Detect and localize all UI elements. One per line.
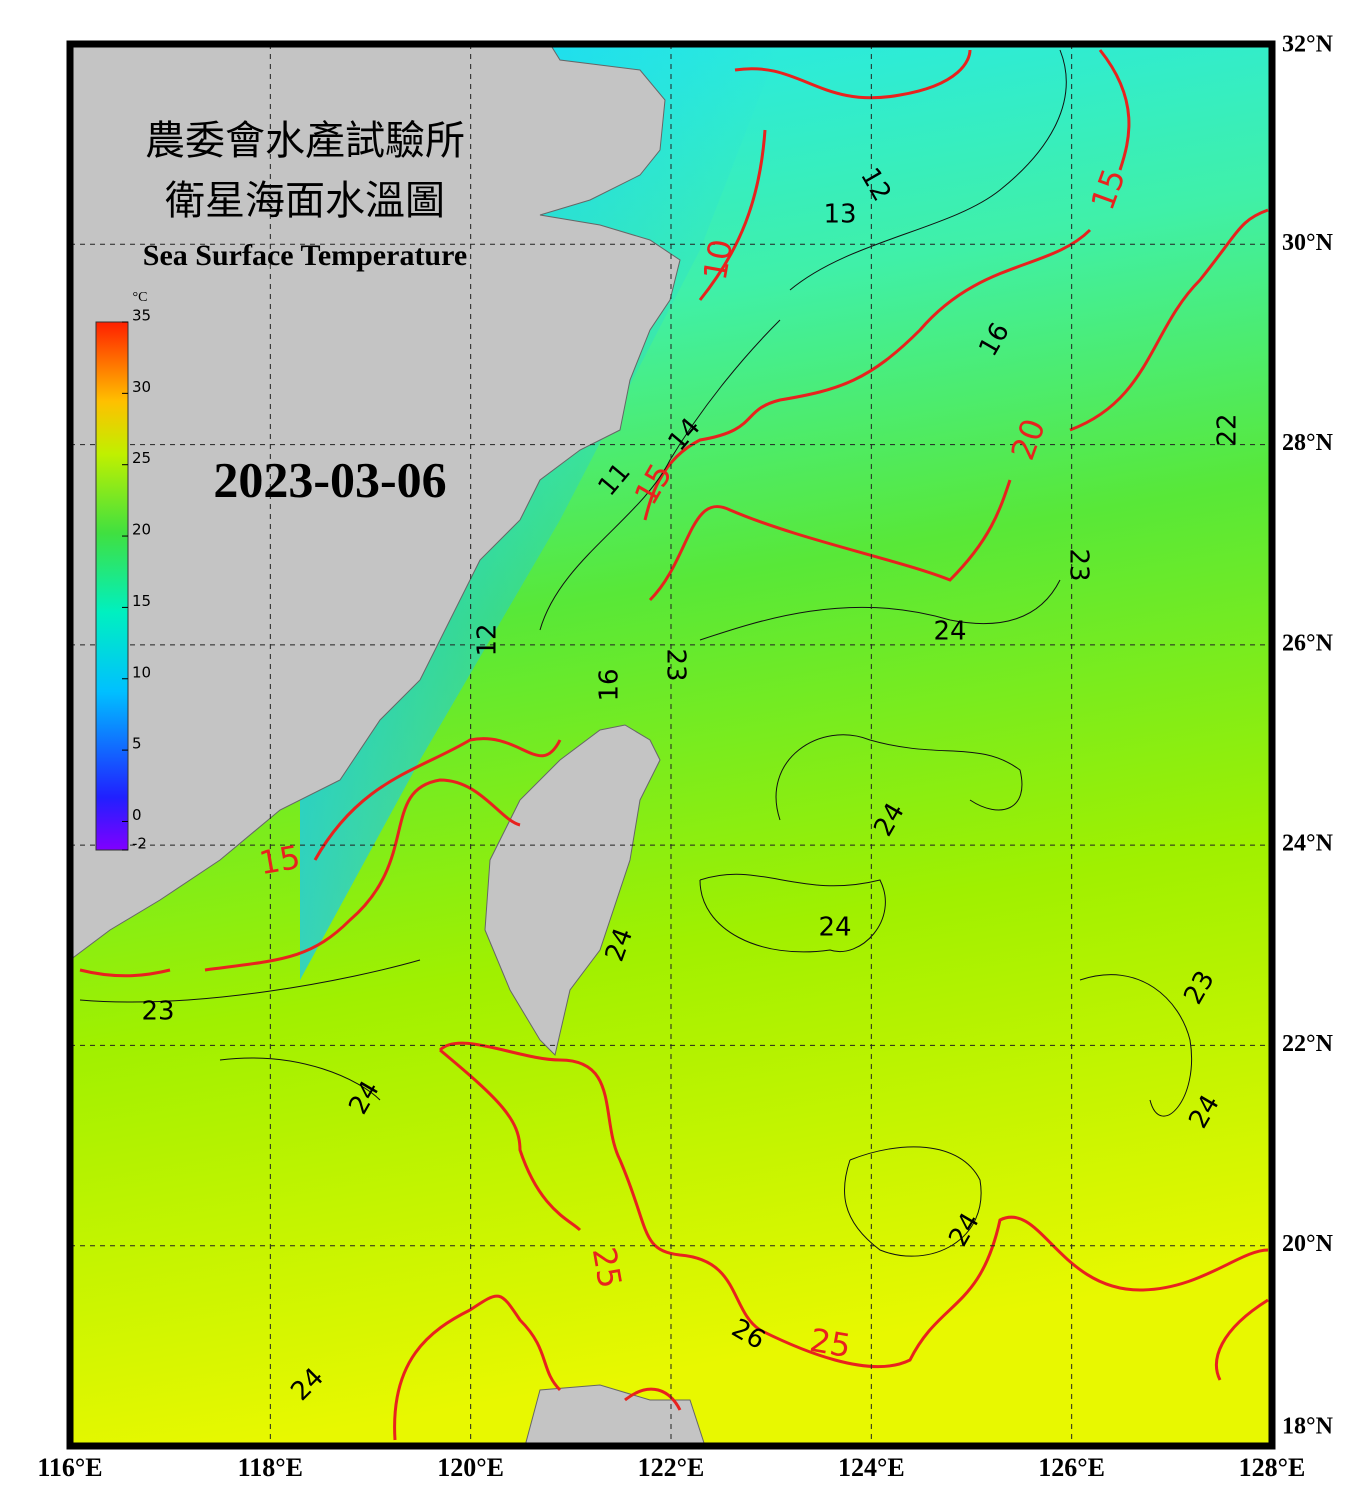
title-zh-1: 農委會水產試驗所 xyxy=(145,118,465,163)
frame xyxy=(66,40,1276,1450)
x-tick-label: 120°E xyxy=(437,1453,504,1482)
isotherm-minor xyxy=(79,49,1192,1257)
colorbar-tick-label: 30 xyxy=(132,378,151,396)
contour-label: 16 xyxy=(595,668,625,701)
y-tick-label: 22°N xyxy=(1282,1031,1334,1057)
y-tick-label: 28°N xyxy=(1282,430,1334,456)
contour-label: 22 xyxy=(1213,413,1243,446)
colorbar-tick-label: 0 xyxy=(132,806,142,824)
y-tick-label: 24°N xyxy=(1282,831,1334,857)
taiwan xyxy=(484,724,661,1056)
contour-label: 25 xyxy=(585,1244,629,1291)
isotherm-20 xyxy=(79,208,1269,978)
x-tick-label: 122°E xyxy=(638,1453,705,1482)
colorbar-unit: °C xyxy=(133,290,148,305)
colorbar-tick-label: 5 xyxy=(132,735,142,753)
contour-label: 13 xyxy=(823,200,856,230)
contour-label: 25 xyxy=(807,1321,854,1365)
x-tick-label: 116°E xyxy=(37,1453,102,1482)
colorbar-tick-label: 20 xyxy=(132,521,151,539)
y-tick-label: 32°N xyxy=(1282,32,1334,58)
contour-label: 23 xyxy=(141,997,174,1027)
x-tick-label: 118°E xyxy=(238,1453,303,1482)
colorbar-tick-label: 10 xyxy=(132,663,151,681)
luzon xyxy=(524,1384,706,1446)
y-tick-label: 20°N xyxy=(1282,1231,1334,1257)
date: 2023-03-06 xyxy=(213,451,446,507)
colorbar-tick-label: 35 xyxy=(132,307,151,325)
axes: 116°E 118°E 120°E 122°E 124°E 126°E 128°E 18°N 2… xyxy=(37,32,1333,1482)
title-zh-2: 衛星海面水溫圖 xyxy=(165,178,445,223)
colorbar-tick-label: 25 xyxy=(132,449,151,467)
contour-label: 23 xyxy=(1064,548,1094,581)
colorbar xyxy=(95,321,129,851)
colorbar-ticks: -2 0 5 10 15 20 25 30 35 xyxy=(122,307,151,853)
contour-label: 15 xyxy=(256,838,303,882)
contour-label: 12 xyxy=(473,623,503,656)
contour-label: 24 xyxy=(933,617,966,647)
colorbar-tick-label: 15 xyxy=(132,592,151,610)
contour-label: 10 xyxy=(696,236,740,283)
isotherm-15 xyxy=(313,49,1131,861)
title-en: Sea Surface Temperature xyxy=(143,239,467,272)
x-tick-label: 124°E xyxy=(838,1453,905,1482)
y-tick-label: 30°N xyxy=(1282,230,1334,256)
x-tick-label: 128°E xyxy=(1239,1453,1306,1482)
x-tick-label: 126°E xyxy=(1038,1453,1105,1482)
contour-label: 23 xyxy=(661,648,691,681)
grid xyxy=(70,44,1272,1446)
y-tick-label: 18°N xyxy=(1282,1414,1334,1440)
isotherm-25 xyxy=(393,1041,1269,1441)
y-tick-label: 26°N xyxy=(1282,630,1334,656)
contour-label: 24 xyxy=(818,913,851,943)
isotherm-10 xyxy=(698,49,972,301)
colorbar-tick-label: -2 xyxy=(132,835,147,853)
